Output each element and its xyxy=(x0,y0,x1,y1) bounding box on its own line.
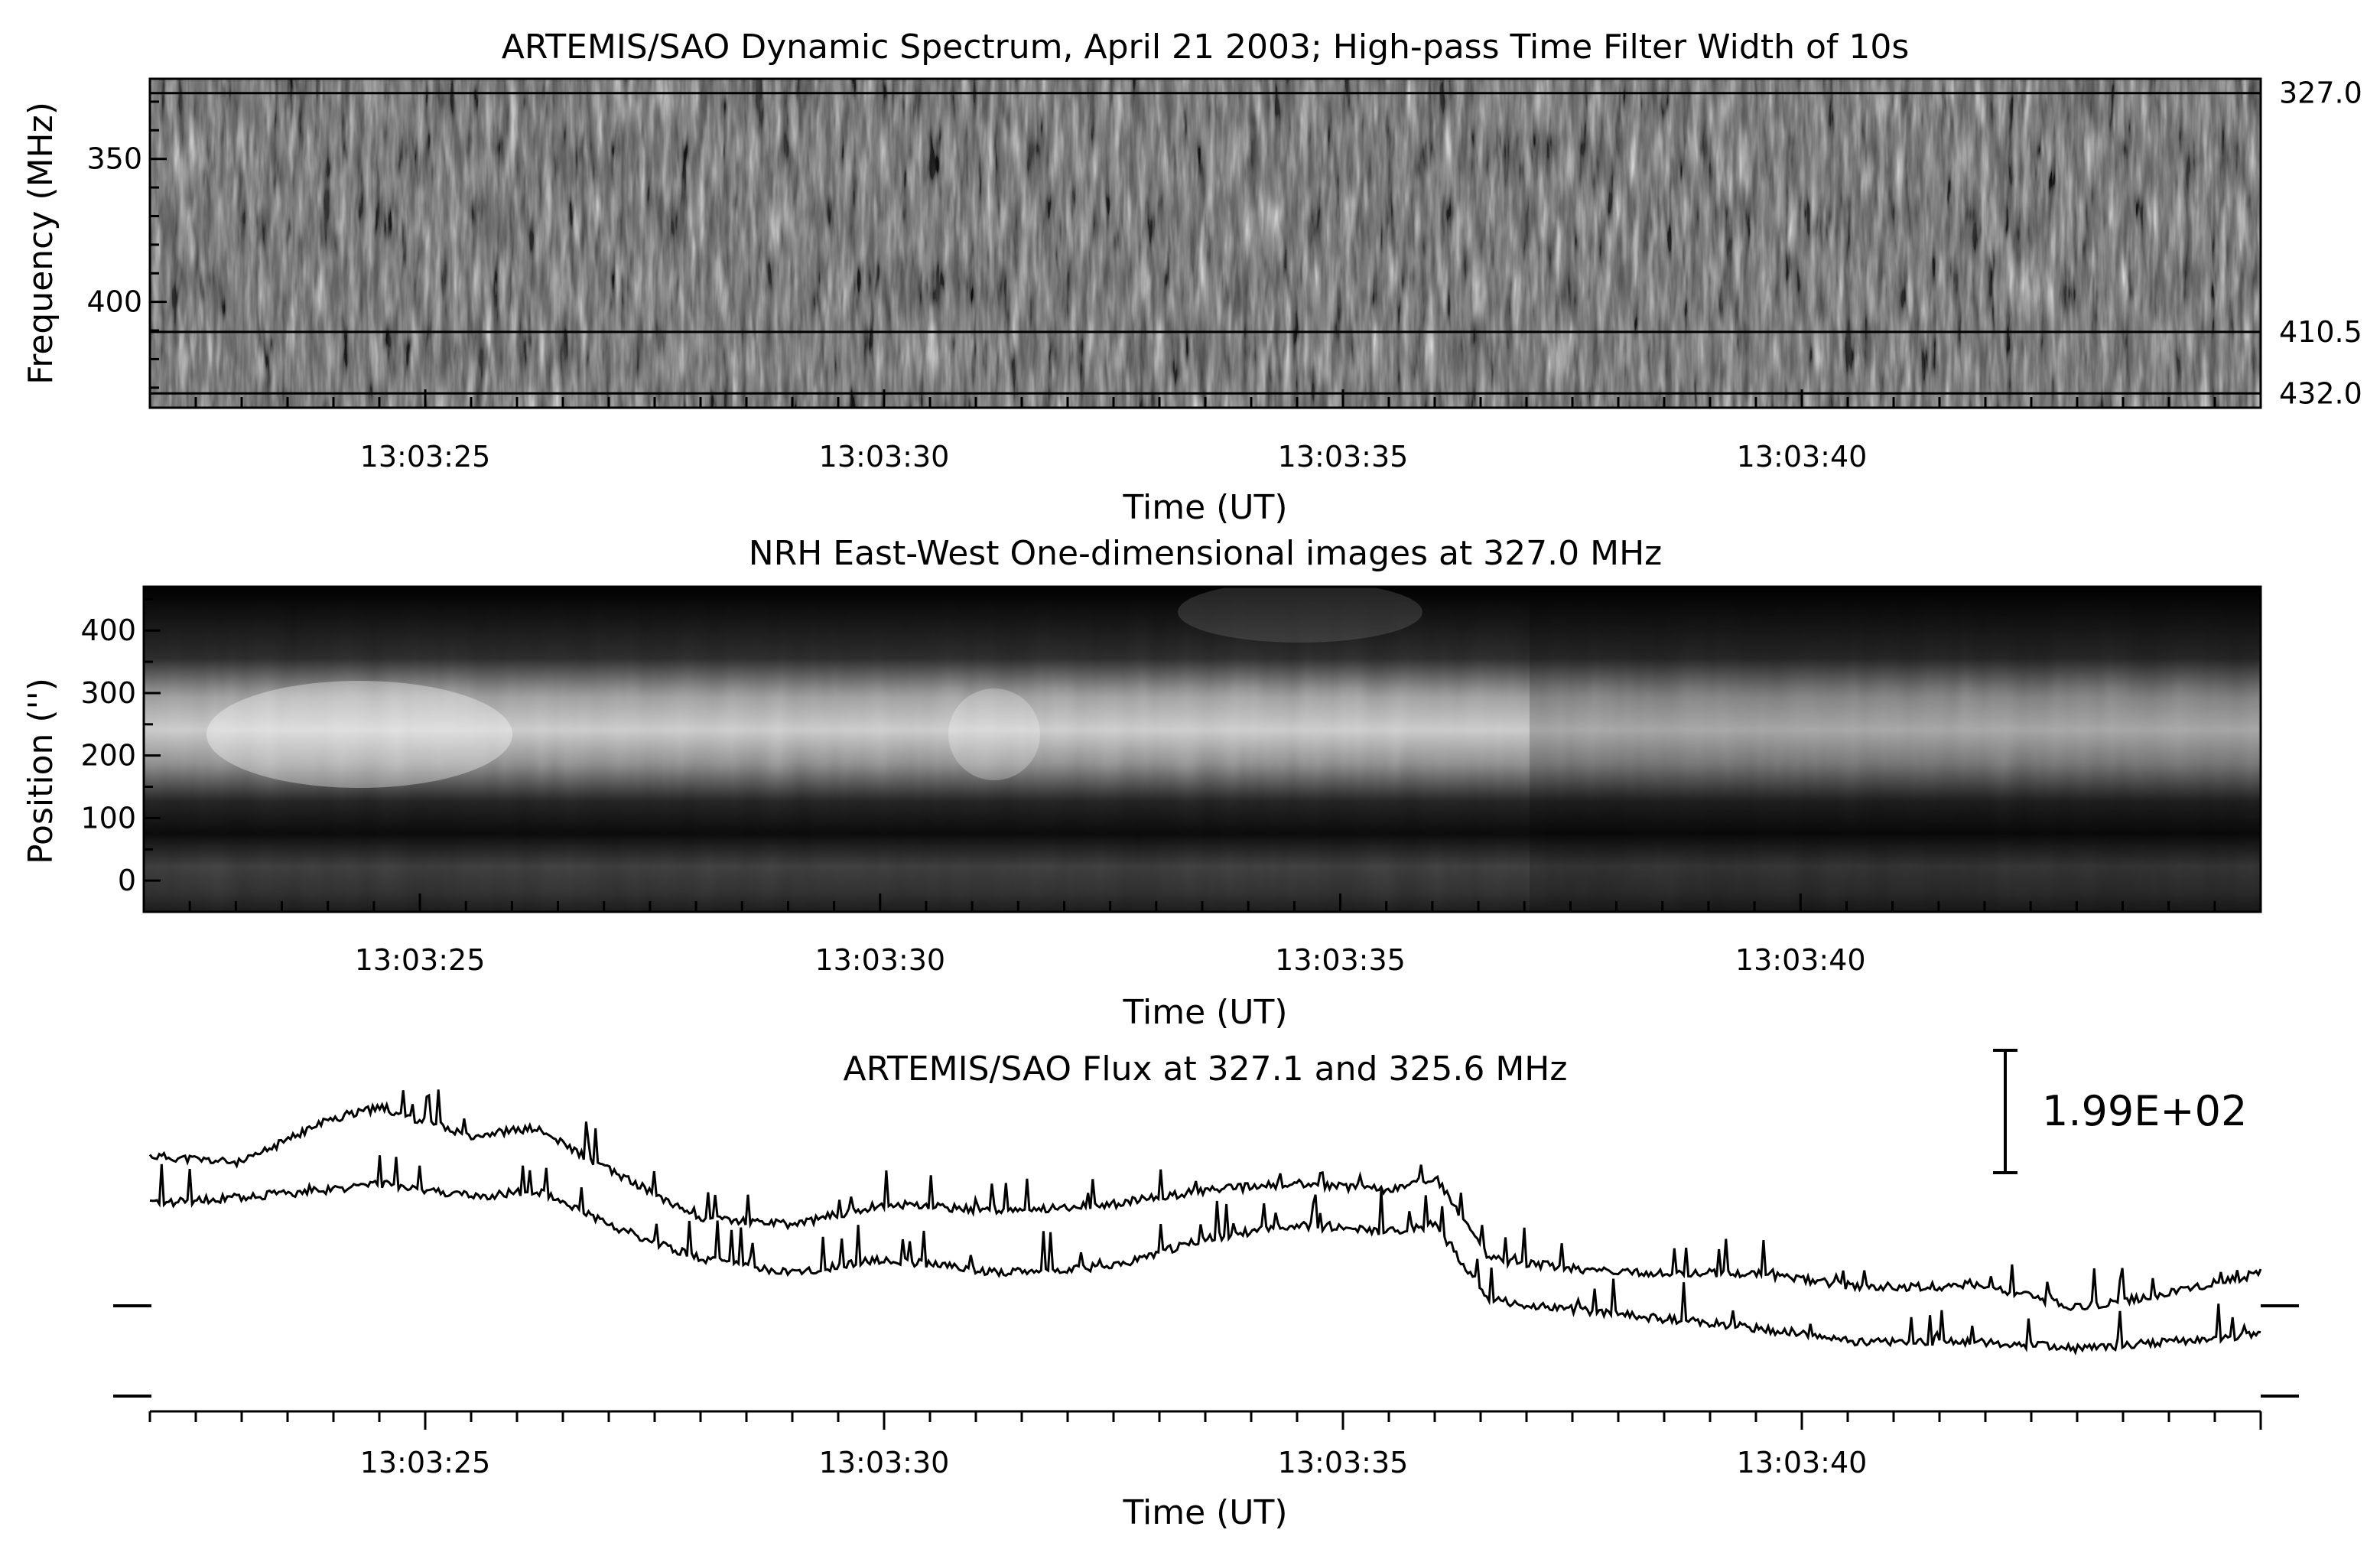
y-tick-label: 0 xyxy=(118,864,136,897)
y-tick-label: 200 xyxy=(80,739,136,773)
x-tick-label: 13:03:40 xyxy=(1737,1446,1868,1479)
panel2-y-label: Position ('') xyxy=(21,678,60,864)
y-tick-label: 350 xyxy=(86,142,142,176)
y-tick-label: 300 xyxy=(80,676,136,710)
y-tick-label: 100 xyxy=(80,801,136,835)
x-tick-label: 13:03:35 xyxy=(1278,440,1409,474)
panel3-x-label: Time (UT) xyxy=(1122,1493,1287,1532)
marked-frequency-label: 432.0 xyxy=(2279,376,2362,410)
panel1-title: ARTEMIS/SAO Dynamic Spectrum, April 21 2… xyxy=(502,28,1910,67)
baseline-markers xyxy=(113,1304,2299,1398)
panel2-y-axis: 0 100 200 300 400 xyxy=(80,597,161,913)
panel3-x-axis: 13:03:25 13:03:30 13:03:35 13:03:40 xyxy=(148,1411,2262,1479)
marked-frequency-label: 410.5 xyxy=(2279,315,2362,349)
x-tick-label: 13:03:40 xyxy=(1735,943,1866,977)
x-tick-label: 13:03:25 xyxy=(360,440,491,474)
flux-panel: ARTEMIS/SAO Flux at 327.1 and 325.6 MHz … xyxy=(113,1049,2299,1532)
y-tick-label: 400 xyxy=(86,285,142,319)
flux-series-line xyxy=(149,1155,2261,1356)
nrh-image xyxy=(144,587,2261,912)
panel3-title: ARTEMIS/SAO Flux at 327.1 and 325.6 MHz xyxy=(844,1050,1568,1089)
flux-series xyxy=(148,1089,2262,1356)
spectrum-image xyxy=(150,79,2261,408)
x-tick-label: 13:03:30 xyxy=(814,943,945,977)
x-tick-label: 13:03:25 xyxy=(355,943,486,977)
y-tick-label: 400 xyxy=(80,614,136,647)
x-tick-label: 13:03:35 xyxy=(1275,943,1406,977)
panel1-y-label: Frequency (MHz) xyxy=(21,102,60,385)
x-tick-label: 13:03:30 xyxy=(819,440,950,474)
x-tick-label: 13:03:30 xyxy=(819,1446,950,1479)
panel1-y-axis: 350 400 xyxy=(86,100,167,389)
panel1-x-label: Time (UT) xyxy=(1122,488,1287,527)
flux-series-line xyxy=(148,1089,2262,1311)
nrh-image-panel: NRH East-West One-dimensional images at … xyxy=(21,534,2262,1032)
x-tick-label: 13:03:40 xyxy=(1737,440,1868,474)
marked-frequency-label: 327.0 xyxy=(2279,76,2362,110)
scale-bar-label: 1.99E+02 xyxy=(2042,1087,2247,1135)
panel2-title: NRH East-West One-dimensional images at … xyxy=(749,534,1663,573)
dynamic-spectrum-panel: ARTEMIS/SAO Dynamic Spectrum, April 21 2… xyxy=(21,28,2362,527)
panel2-x-label: Time (UT) xyxy=(1122,993,1287,1032)
scale-bar: 1.99E+02 xyxy=(1993,1049,2247,1174)
marked-frequency-lines: 327.0 410.5 432.0 xyxy=(150,76,2362,410)
panel1-x-axis: 13:03:25 13:03:30 13:03:35 13:03:40 xyxy=(148,389,2262,474)
panel2-x-axis: 13:03:25 13:03:30 13:03:35 13:03:40 xyxy=(142,893,2262,977)
x-tick-label: 13:03:25 xyxy=(360,1446,491,1479)
x-tick-label: 13:03:35 xyxy=(1278,1446,1409,1479)
